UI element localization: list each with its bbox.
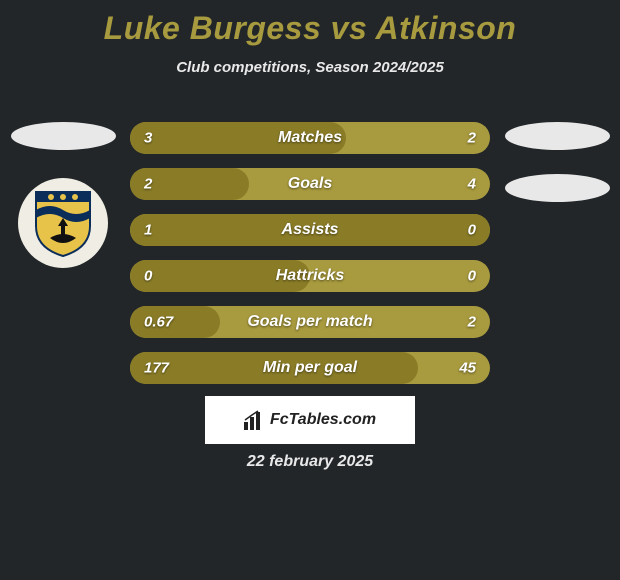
- stat-value-right: 0: [468, 222, 476, 239]
- stat-label: Hattricks: [276, 267, 344, 285]
- stat-value-left: 1: [144, 222, 152, 239]
- subtitle: Club competitions, Season 2024/2025: [0, 59, 620, 76]
- fctables-watermark[interactable]: FcTables.com: [205, 396, 415, 444]
- stat-label: Min per goal: [263, 359, 357, 377]
- stat-label: Assists: [282, 221, 339, 239]
- right-player-column: [502, 122, 612, 202]
- fctables-logo-icon: [244, 410, 266, 430]
- stat-value-right: 4: [468, 176, 476, 193]
- stat-row-matches: 3 Matches 2: [130, 122, 490, 154]
- stat-row-assists: 1 Assists 0: [130, 214, 490, 246]
- stat-value-left: 2: [144, 176, 152, 193]
- left-player-portrait-placeholder: [11, 122, 116, 150]
- left-player-column: [8, 122, 118, 268]
- right-player-portrait-placeholder: [505, 122, 610, 150]
- southport-crest-icon: [30, 188, 96, 258]
- stat-value-left: 0: [144, 268, 152, 285]
- stat-label: Goals: [288, 175, 332, 193]
- stat-value-right: 45: [459, 360, 476, 377]
- stat-value-left: 177: [144, 360, 169, 377]
- stat-label: Goals per match: [247, 313, 372, 331]
- stat-value-left: 3: [144, 130, 152, 147]
- stats-bars: 3 Matches 2 2 Goals 4 1 Assists 0 0 Hattricks 0 0.67…: [130, 122, 490, 398]
- stat-row-min-per-goal: 177 Min per goal 45: [130, 352, 490, 384]
- stat-value-left: 0.67: [144, 314, 173, 331]
- stat-row-hattricks: 0 Hattricks 0: [130, 260, 490, 292]
- stat-value-right: 2: [468, 130, 476, 147]
- footer-date: 22 february 2025: [247, 453, 373, 471]
- page-title: Luke Burgess vs Atkinson: [0, 0, 620, 47]
- right-club-crest-placeholder: [505, 174, 610, 202]
- stat-label: Matches: [278, 129, 342, 147]
- watermark-text: FcTables.com: [270, 411, 376, 429]
- stat-row-goals: 2 Goals 4: [130, 168, 490, 200]
- stat-row-goals-per-match: 0.67 Goals per match 2: [130, 306, 490, 338]
- left-club-crest: [18, 178, 108, 268]
- stat-value-right: 0: [468, 268, 476, 285]
- stat-value-right: 2: [468, 314, 476, 331]
